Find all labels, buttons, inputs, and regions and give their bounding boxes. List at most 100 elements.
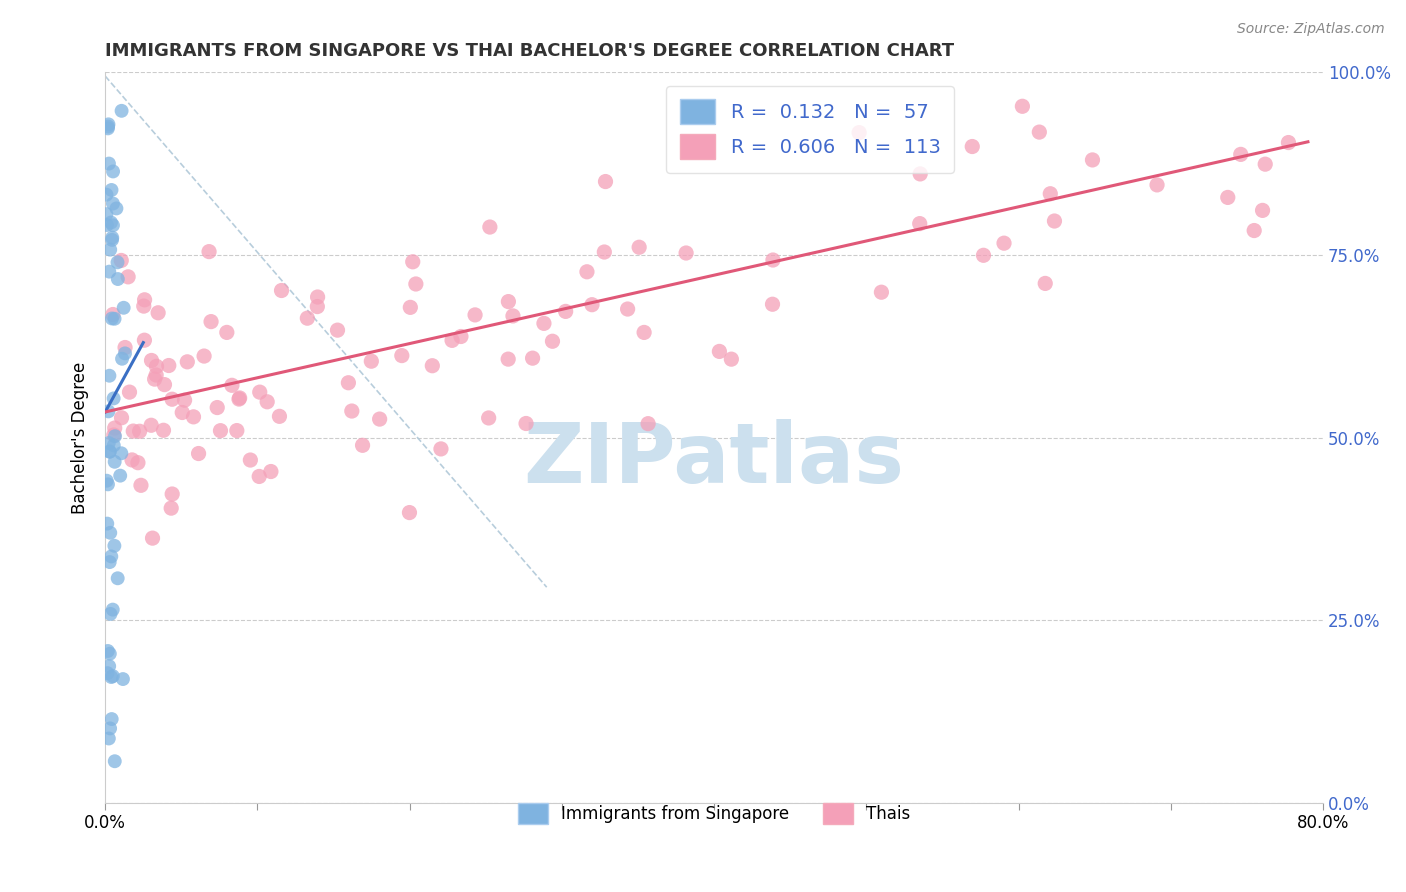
Point	[107, 571, 129, 585]
Point	[709, 344, 731, 359]
Point	[104, 421, 127, 435]
Point	[100, 549, 122, 564]
Point	[575, 265, 598, 279]
Point	[176, 355, 198, 369]
Point	[101, 219, 124, 233]
Point	[118, 385, 141, 400]
Point	[402, 254, 425, 268]
Point	[101, 669, 124, 683]
Point	[98, 368, 121, 383]
Point	[98, 265, 121, 279]
Point	[972, 248, 994, 262]
Point	[101, 602, 124, 616]
Point	[97, 117, 120, 131]
Point	[100, 670, 122, 684]
Point	[98, 525, 121, 540]
Point	[96, 516, 118, 531]
Point	[98, 555, 121, 569]
Point	[225, 424, 247, 438]
Point	[134, 293, 156, 307]
Point	[97, 436, 120, 450]
Point	[430, 442, 453, 456]
Point	[1254, 157, 1277, 171]
Point	[104, 754, 127, 768]
Point	[145, 368, 167, 382]
Point	[96, 187, 118, 202]
Point	[122, 424, 145, 438]
Point	[239, 453, 262, 467]
Point	[870, 285, 893, 300]
Point	[593, 245, 616, 260]
Point	[111, 351, 134, 366]
Point	[307, 290, 329, 304]
Point	[183, 409, 205, 424]
Point	[97, 120, 120, 134]
Point	[496, 352, 519, 367]
Point	[1216, 190, 1239, 204]
Text: Source: ZipAtlas.com: Source: ZipAtlas.com	[1237, 22, 1385, 37]
Point	[121, 453, 143, 467]
Point	[399, 301, 422, 315]
Point	[405, 277, 427, 291]
Point	[141, 531, 163, 545]
Point	[962, 139, 984, 153]
Point	[554, 304, 576, 318]
Point	[368, 412, 391, 426]
Point	[260, 465, 283, 479]
Point	[1043, 214, 1066, 228]
Point	[145, 359, 167, 374]
Point	[1039, 186, 1062, 201]
Point	[104, 455, 127, 469]
Point	[114, 346, 136, 360]
Point	[215, 326, 238, 340]
Point	[110, 410, 132, 425]
Point	[141, 418, 163, 433]
Point	[205, 401, 228, 415]
Point	[908, 217, 931, 231]
Point	[117, 269, 139, 284]
Point	[96, 666, 118, 681]
Point	[450, 329, 472, 343]
Point	[1146, 178, 1168, 192]
Point	[97, 121, 120, 136]
Point	[107, 255, 129, 269]
Point	[720, 352, 742, 367]
Point	[637, 417, 659, 431]
Point	[464, 308, 486, 322]
Point	[96, 474, 118, 488]
Point	[441, 334, 464, 348]
Point	[633, 326, 655, 340]
Point	[616, 301, 638, 316]
Point	[498, 294, 520, 309]
Point	[101, 196, 124, 211]
Point	[101, 233, 124, 247]
Point	[420, 359, 443, 373]
Point	[193, 349, 215, 363]
Point	[97, 731, 120, 746]
Point	[100, 607, 122, 621]
Point	[160, 392, 183, 407]
Point	[209, 424, 232, 438]
Legend: Immigrants from Singapore, Thais: Immigrants from Singapore, Thais	[508, 793, 921, 834]
Point	[1251, 203, 1274, 218]
Point	[360, 354, 382, 368]
Point	[105, 202, 128, 216]
Point	[101, 164, 124, 178]
Point	[101, 308, 124, 322]
Point	[108, 468, 131, 483]
Point	[172, 405, 194, 419]
Point	[340, 404, 363, 418]
Point	[100, 183, 122, 197]
Point	[152, 423, 174, 437]
Point	[478, 411, 501, 425]
Point	[1229, 147, 1251, 161]
Point	[97, 477, 120, 491]
Point	[110, 253, 132, 268]
Point	[97, 404, 120, 418]
Point	[297, 311, 319, 326]
Point	[98, 659, 121, 673]
Point	[96, 207, 118, 221]
Point	[478, 220, 501, 235]
Point	[97, 156, 120, 170]
Point	[127, 456, 149, 470]
